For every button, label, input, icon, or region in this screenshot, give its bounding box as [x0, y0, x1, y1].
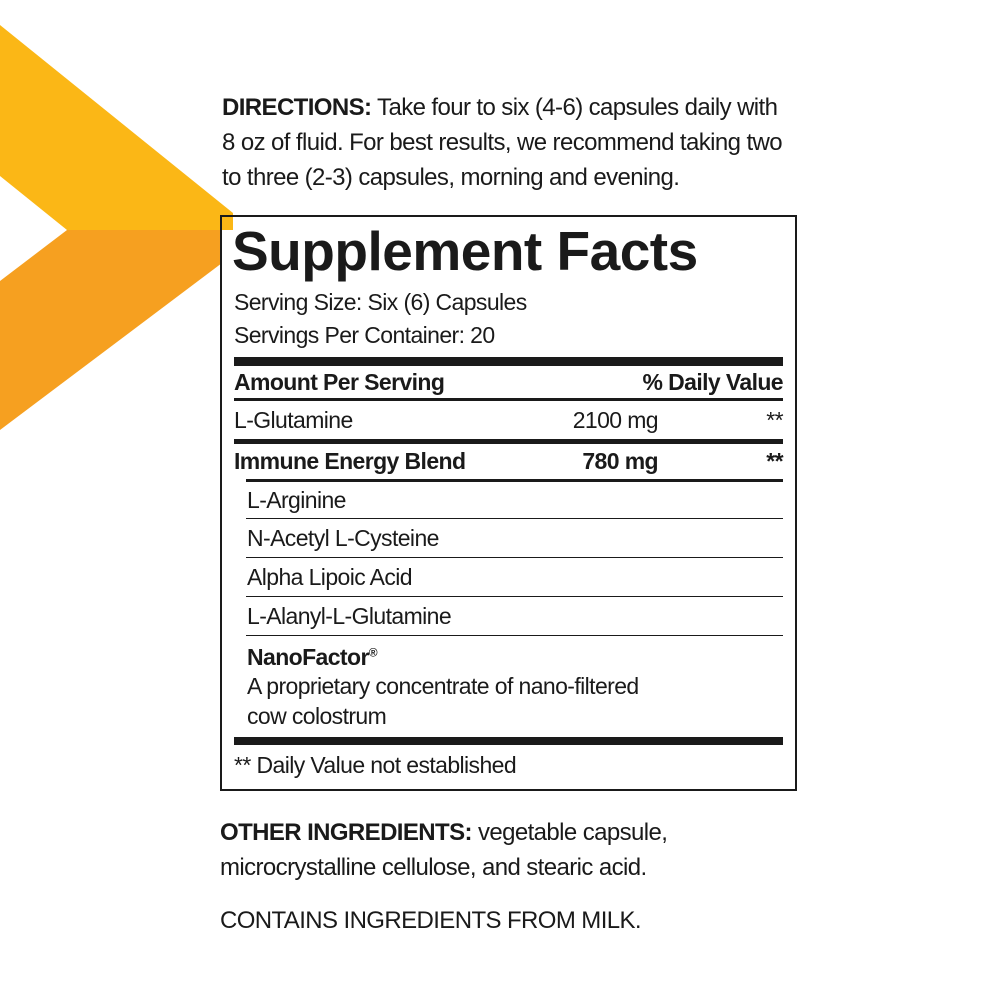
chevron-graphic: [0, 25, 233, 430]
directions-line: Take four to six (4-6) capsules daily wi…: [371, 94, 778, 121]
nanofactor-label: NanoFactor: [247, 644, 369, 670]
ingredient-dv: **: [766, 448, 783, 474]
divider: [246, 635, 783, 636]
nanofactor-name: NanoFactor®: [247, 644, 783, 671]
ingredient-name: Immune Energy Blend: [234, 448, 466, 474]
divider: [234, 439, 783, 444]
other-ingredients: OTHER INGREDIENTS: vegetable capsule, mi…: [220, 815, 668, 885]
ingredient-name: L-Glutamine: [234, 407, 353, 433]
other-ingredients-label: OTHER INGREDIENTS:: [220, 819, 472, 846]
divider: [246, 479, 783, 482]
divider: [246, 518, 783, 519]
blend-item: L-Alanyl-L-Glutamine: [247, 603, 452, 629]
divider: [234, 398, 783, 401]
chevron-top-band: [0, 25, 233, 230]
header-daily-value: % Daily Value: [642, 369, 784, 395]
ingredient-dv: **: [766, 407, 783, 433]
divider: [246, 557, 783, 558]
table-row: L-Glutamine 2100 mg **: [234, 407, 784, 434]
serving-size: Serving Size: Six (6) Capsules: [234, 289, 527, 315]
footnote: ** Daily Value not established: [234, 752, 517, 778]
other-ingredients-text: vegetable capsule,: [471, 819, 668, 846]
allergen-statement: CONTAINS INGREDIENTS FROM MILK.: [220, 907, 642, 934]
divider: [246, 596, 783, 597]
table-header: Amount Per Serving % Daily Value: [234, 369, 784, 396]
blend-item: N-Acetyl L-Cysteine: [247, 525, 439, 551]
other-ingredients-text: microcrystalline cellulose, and stearic …: [220, 854, 647, 881]
blend-item: Alpha Lipoic Acid: [247, 564, 413, 590]
directions: DIRECTIONS: Take four to six (4-6) capsu…: [222, 90, 783, 195]
nanofactor-desc: A proprietary concentrate of nano-filter…: [247, 673, 639, 699]
divider-thick: [234, 357, 783, 366]
directions-line: to three (2-3) capsules, morning and eve…: [222, 164, 680, 191]
registered-mark: ®: [368, 645, 378, 660]
supplement-facts-panel: Supplement Facts Serving Size: Six (6) C…: [220, 215, 797, 791]
servings-per-container: Servings Per Container: 20: [234, 322, 495, 348]
header-amount: Amount Per Serving: [234, 369, 445, 395]
panel-title: Supplement Facts: [232, 220, 698, 282]
nanofactor-desc: cow colostrum: [247, 703, 387, 729]
directions-label: DIRECTIONS:: [222, 94, 372, 121]
directions-line: 8 oz of fluid. For best results, we reco…: [222, 129, 783, 156]
table-row: Immune Energy Blend 780 mg **: [234, 448, 784, 475]
divider-thick: [234, 737, 783, 745]
ingredient-amount: 2100 mg: [572, 407, 659, 433]
blend-item: L-Arginine: [247, 487, 346, 513]
ingredient-amount: 780 mg: [582, 448, 658, 474]
chevron-bottom-band: [0, 230, 222, 430]
